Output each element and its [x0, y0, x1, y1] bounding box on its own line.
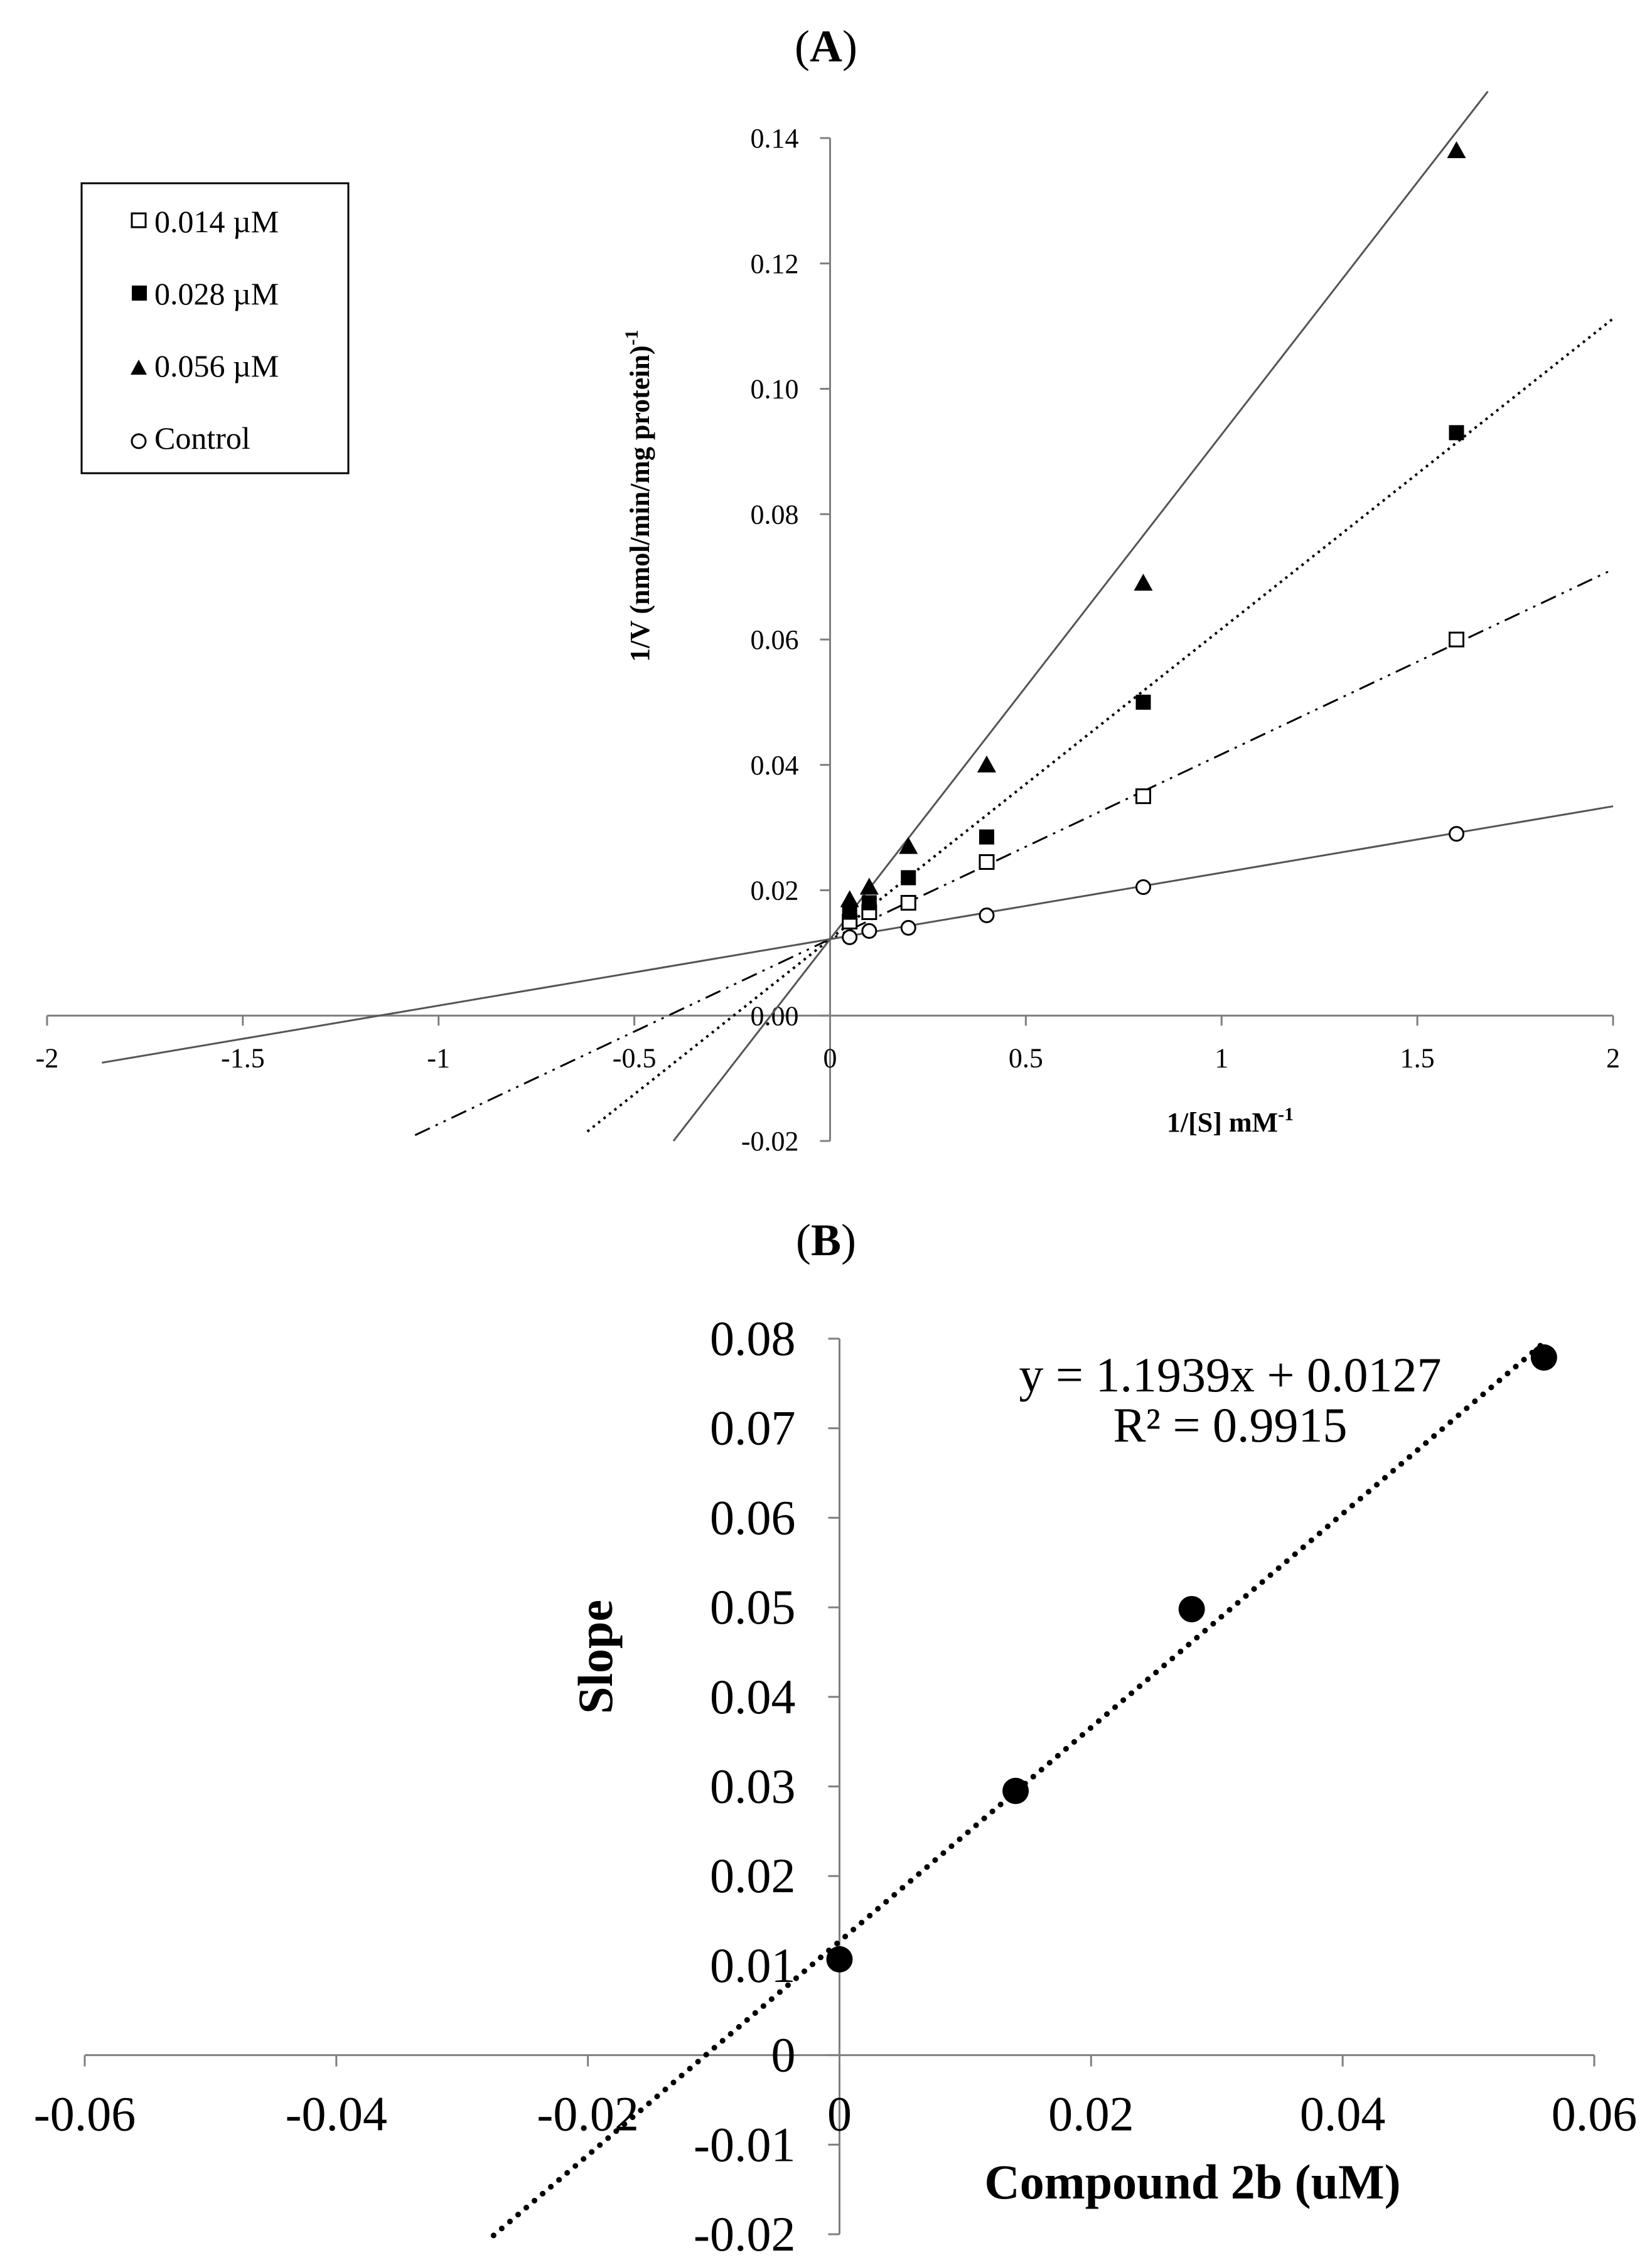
panel-a-point-s2 [977, 755, 996, 773]
panel-a-point-s2 [859, 877, 879, 895]
panel-b-x-tick-label: -0.04 [286, 2087, 387, 2141]
panel-b-r-squared: R² = 0.9915 [1113, 1398, 1348, 1452]
legend-box [80, 182, 350, 474]
panel-a-point-s3 [861, 923, 877, 939]
panel-a-point-s3 [842, 929, 858, 945]
panel-a-y-tick-label: 0.02 [751, 875, 799, 906]
panel-a-y-tick-label: 0.10 [751, 374, 799, 405]
panel-a-y-axis-label: 1/V (nmol/min/mg protein)-1 [621, 329, 655, 661]
panel-b-point [826, 1946, 853, 1973]
panel-a-x-tick-label: 0.5 [1009, 1042, 1043, 1073]
panel-a-point-s0 [900, 894, 916, 911]
panel-b-data-points [826, 1344, 1557, 1973]
panel-b-axes: -0.06 -0.04 -0.02 0 0.02 0.04 0.06 -0.02 -0.01 0 0… [34, 1311, 1637, 2261]
legend-filled-triangle-icon [131, 360, 147, 375]
panel-a-point-s2 [1134, 574, 1153, 591]
panel-a-x-tick-label: -1 [427, 1042, 450, 1073]
legend-open-circle-icon [131, 433, 147, 449]
legend-open-square-icon [131, 212, 147, 228]
panel-a-x-axis-label: 1/[S] mM-1 [1167, 1104, 1294, 1138]
panel-b-y-axis-label: Slope [568, 1600, 623, 1714]
panel-b-y-tick-label: 0.08 [710, 1311, 796, 1366]
panel-b-x-tick-label: 0.06 [1552, 2087, 1638, 2141]
panel-a-x-tick-label: 2 [1606, 1042, 1620, 1073]
panel-a-point-s1 [1449, 425, 1464, 441]
panel-a-data-points [840, 141, 1466, 945]
legend-label-0056: 0.056 µM [154, 348, 279, 383]
panel-a-title: (A) [795, 21, 857, 72]
legend-filled-square-icon [132, 286, 147, 301]
panel-a-point-s1 [861, 895, 877, 911]
legend-label-control: Control [154, 420, 250, 456]
panel-a-fit-line-3 [102, 805, 1614, 1064]
panel-a-y-tick-label: 0.14 [751, 123, 799, 154]
panel-b-y-tick-label: 0.04 [710, 1669, 796, 1724]
panel-b-point [1002, 1777, 1029, 1804]
panel-a-x-tick-label: -0.5 [613, 1042, 657, 1073]
panel-b-title: (B) [796, 1215, 856, 1265]
panel-b-y-tick-label: 0.01 [710, 1938, 796, 1993]
panel-b-x-tick-label: 0 [827, 2087, 852, 2141]
panel-a-y-tick-label: -0.02 [741, 1126, 799, 1157]
panel-b-y-tick-label: 0.02 [710, 1848, 796, 1903]
panel-b-y-tick-label: 0 [771, 2028, 796, 2082]
panel-a-x-tick-label: 1.5 [1400, 1042, 1435, 1073]
panel-a-y-tick-label: 0.04 [751, 750, 799, 781]
panel-a-y-tick-label: 0.06 [751, 624, 799, 655]
panel-a-x-tick-label: -2 [36, 1042, 59, 1073]
panel-b-y-tick-label: 0.06 [710, 1490, 796, 1545]
panel-b-x-tick-label: -0.02 [537, 2087, 638, 2141]
panel-b-point [1530, 1344, 1557, 1371]
panel-b-x-tick-label: 0.02 [1048, 2087, 1134, 2141]
panel-a-point-s1 [979, 829, 994, 845]
panel-a-point-s2 [899, 837, 918, 854]
panel-b-y-tick-label: 0.05 [710, 1580, 796, 1634]
panel-a-x-tick-label: -1.5 [221, 1042, 265, 1073]
panel-a-axes: -2 -1.5 -1 -0.5 0 0.5 1 1.5 2 -0.02 0.00 0.02 0.04 0.… [36, 123, 1620, 1157]
panel-a-y-tick-label: 0.08 [751, 499, 799, 530]
panel-b-y-tick-label: 0.03 [710, 1759, 796, 1814]
panel-a-fit-line-1 [586, 318, 1614, 1133]
panel-a-point-s3 [1449, 826, 1464, 842]
panel-a-y-tick-label: 0.12 [751, 249, 799, 279]
panel-a-x-tick-label: 1 [1215, 1042, 1228, 1073]
panel-a-point-s0 [1449, 631, 1464, 648]
panel-a-point-s3 [900, 919, 916, 936]
panel-a-legend: 0.014 µM 0.028 µM 0.056 µM Control [80, 182, 350, 474]
panel-a-fit-lines [102, 90, 1614, 1142]
panel-b-x-tick-label: -0.06 [34, 2087, 136, 2141]
panel-a-point-s3 [979, 907, 995, 923]
panel-b-y-tick-label: 0.07 [710, 1401, 796, 1455]
legend-label-0014: 0.014 µM [154, 204, 279, 239]
panel-a-point-s2 [840, 890, 859, 908]
panel-a-point-s0 [1135, 788, 1151, 805]
panel-b-y-tick-label: -0.01 [694, 2117, 795, 2171]
panel-a-point-s1 [901, 870, 916, 886]
panel-a-point-s3 [1135, 879, 1151, 896]
panel-b-x-tick-label: 0.04 [1300, 2087, 1386, 2141]
panel-b-y-tick-label: -0.02 [694, 2207, 795, 2261]
legend-label-0028: 0.028 µM [154, 276, 279, 311]
panel-b-x-axis-label: Compound 2b (uM) [984, 2155, 1400, 2209]
panel-a-point-s2 [1447, 141, 1466, 158]
panel-a-point-s1 [1135, 694, 1151, 710]
panel-a-fit-line-2 [672, 90, 1489, 1142]
panel-b-equation: y = 1.1939x + 0.0127 [1019, 1347, 1442, 1402]
panel-a-point-s0 [979, 854, 995, 870]
panel-b-point [1178, 1595, 1205, 1622]
panel-a-y-tick-label: 0.00 [751, 1000, 799, 1031]
panel-a-x-tick-label: 0 [823, 1042, 837, 1073]
